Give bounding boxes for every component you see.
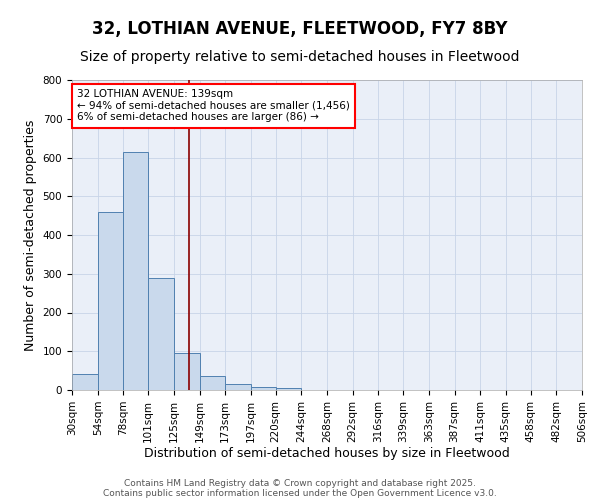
Text: 32, LOTHIAN AVENUE, FLEETWOOD, FY7 8BY: 32, LOTHIAN AVENUE, FLEETWOOD, FY7 8BY <box>92 20 508 38</box>
Bar <box>225 384 251 390</box>
Text: 32 LOTHIAN AVENUE: 139sqm
← 94% of semi-detached houses are smaller (1,456)
6% o: 32 LOTHIAN AVENUE: 139sqm ← 94% of semi-… <box>77 90 350 122</box>
Text: Contains HM Land Registry data © Crown copyright and database right 2025.: Contains HM Land Registry data © Crown c… <box>124 478 476 488</box>
Bar <box>148 278 174 390</box>
Text: Size of property relative to semi-detached houses in Fleetwood: Size of property relative to semi-detach… <box>80 50 520 64</box>
Bar <box>124 152 148 390</box>
Bar <box>174 353 199 390</box>
Text: Contains public sector information licensed under the Open Government Licence v3: Contains public sector information licen… <box>103 488 497 498</box>
Bar <box>199 376 225 390</box>
Bar <box>72 374 98 390</box>
Bar <box>98 212 124 390</box>
X-axis label: Distribution of semi-detached houses by size in Fleetwood: Distribution of semi-detached houses by … <box>144 448 510 460</box>
Bar <box>275 388 301 390</box>
Bar <box>251 387 275 390</box>
Y-axis label: Number of semi-detached properties: Number of semi-detached properties <box>24 120 37 350</box>
